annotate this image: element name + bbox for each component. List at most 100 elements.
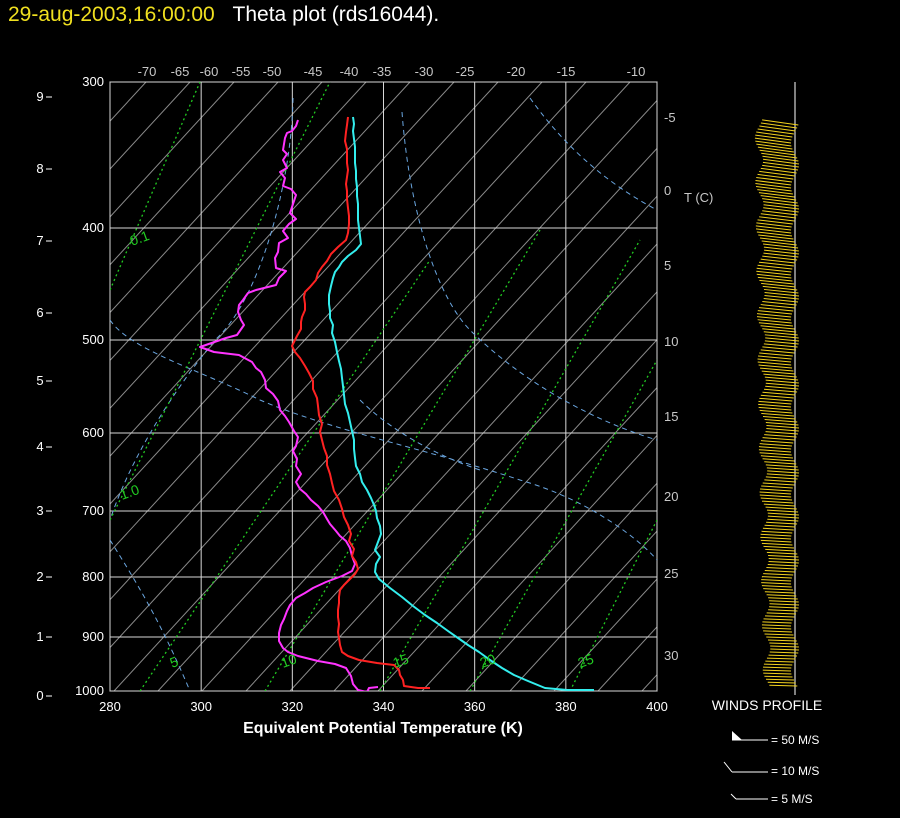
isotherm-line (421, 434, 657, 691)
series-line-2 (291, 116, 430, 689)
height-tick-label: 2 (36, 569, 43, 584)
wind-barb (766, 473, 799, 477)
wind-barb (763, 201, 799, 207)
wind-barb (760, 539, 792, 543)
wind-barb (757, 310, 792, 315)
wind-barb (770, 645, 799, 648)
isotherm-lines (0, 82, 900, 691)
series-line-1 (199, 119, 379, 691)
wind-barb (764, 479, 797, 483)
x-axis-label: Equivalent Potential Temperature (K) (243, 720, 523, 737)
top-temp-tick-label: -20 (507, 64, 526, 79)
wind-barb (759, 452, 792, 456)
chart-title-date: 29-aug-2003,16:00:00 (8, 3, 215, 26)
wind-barb (770, 648, 799, 651)
chart-title: 29-aug-2003,16:00:00 Theta plot (rds1604… (8, 3, 439, 27)
isotherm-line (110, 82, 367, 362)
wind-barb (765, 548, 796, 552)
wind-barb (760, 167, 797, 174)
wind-barb (761, 542, 793, 546)
wind-barb (762, 500, 794, 504)
wind-barb (765, 678, 795, 681)
isotherm-line (333, 338, 657, 691)
wind-barb (763, 388, 798, 393)
legend-10: = 10 M/S (723, 761, 819, 778)
pressure-tick-label: 300 (82, 74, 104, 89)
isotherm-line (113, 99, 657, 691)
isotherm-line (110, 82, 543, 553)
wind-barb (766, 657, 796, 660)
isotherm-line (730, 82, 900, 691)
wind-barb (765, 615, 795, 618)
mixing-ratio-lines (110, 82, 657, 691)
isotherm-line (110, 82, 191, 170)
x-tick-label: 380 (555, 699, 577, 714)
legend-10-feather-icon (723, 761, 733, 773)
wind-barb (760, 533, 792, 537)
wind-barb (766, 425, 800, 429)
wind-barb (759, 307, 794, 312)
mixing-ratio-labels: 0.1 1.0 5 10 15 20 25 (118, 227, 596, 671)
height-tick-label: 6 (36, 305, 43, 320)
legend-50: = 50 M/S (732, 731, 819, 747)
wind-barb (766, 509, 799, 513)
wind-barb (763, 503, 796, 507)
mixing-ratio-line (469, 359, 657, 691)
right-temp-tick-label: -5 (664, 110, 676, 125)
wind-barb (769, 603, 800, 606)
wind-barb (758, 449, 792, 453)
legend-5-label: = 5 M/S (771, 792, 813, 806)
isotherm-line (110, 82, 147, 122)
wind-barb (762, 255, 798, 261)
wind-barb (762, 155, 799, 162)
pressure-tick-label: 500 (82, 332, 104, 347)
wind-barb (756, 313, 792, 318)
wind-barb (764, 376, 799, 381)
wind-barb (759, 149, 796, 156)
isotherm-line (377, 386, 657, 691)
wind-barb (757, 146, 794, 153)
wind-barb (762, 627, 792, 630)
wind-barb (766, 551, 798, 555)
wind-barb (758, 406, 792, 411)
wind-barb (755, 225, 792, 231)
wind-barb (762, 391, 796, 396)
wind-barb (759, 216, 795, 222)
wind-barb (763, 298, 799, 303)
wind-barb (756, 143, 793, 150)
mixing-ratio-label: 15 (391, 650, 411, 670)
wind-barb (757, 276, 793, 282)
wind-barb (762, 119, 799, 126)
wind-barb (769, 651, 799, 654)
wind-barb (761, 152, 798, 159)
height-tick-label: 4 (36, 439, 43, 454)
height-tick-label: 9 (36, 89, 43, 104)
wind-barb (758, 234, 794, 240)
isotherm-line (110, 82, 455, 457)
pressure-tick-label: 900 (82, 629, 104, 644)
wind-barb (765, 431, 798, 435)
wind-barb (756, 267, 792, 273)
top-temp-tick-label: -45 (304, 64, 323, 79)
wind-barb (755, 186, 792, 192)
isotherm-line (0, 82, 102, 691)
legend-5-feather-icon (730, 793, 737, 800)
wind-barb (755, 179, 792, 186)
isotherm-line (110, 82, 499, 505)
wind-barb (759, 279, 794, 285)
wind-barb (766, 594, 797, 597)
wind-barb (762, 415, 796, 420)
wind-barb (764, 418, 798, 423)
right-temp-tick-label: 25 (664, 566, 678, 581)
dashed-curve (110, 319, 657, 561)
wind-barb (758, 261, 794, 267)
wind-barb (768, 609, 798, 612)
wind-barb (764, 340, 799, 345)
wind-barb (756, 131, 793, 138)
top-temp-tick-label: -55 (232, 64, 251, 79)
mixing-ratio-label: 0.1 (128, 227, 152, 249)
wind-barb (767, 639, 797, 642)
wind-barb (761, 240, 797, 246)
wind-barb (767, 512, 799, 516)
wind-barb (760, 325, 795, 330)
